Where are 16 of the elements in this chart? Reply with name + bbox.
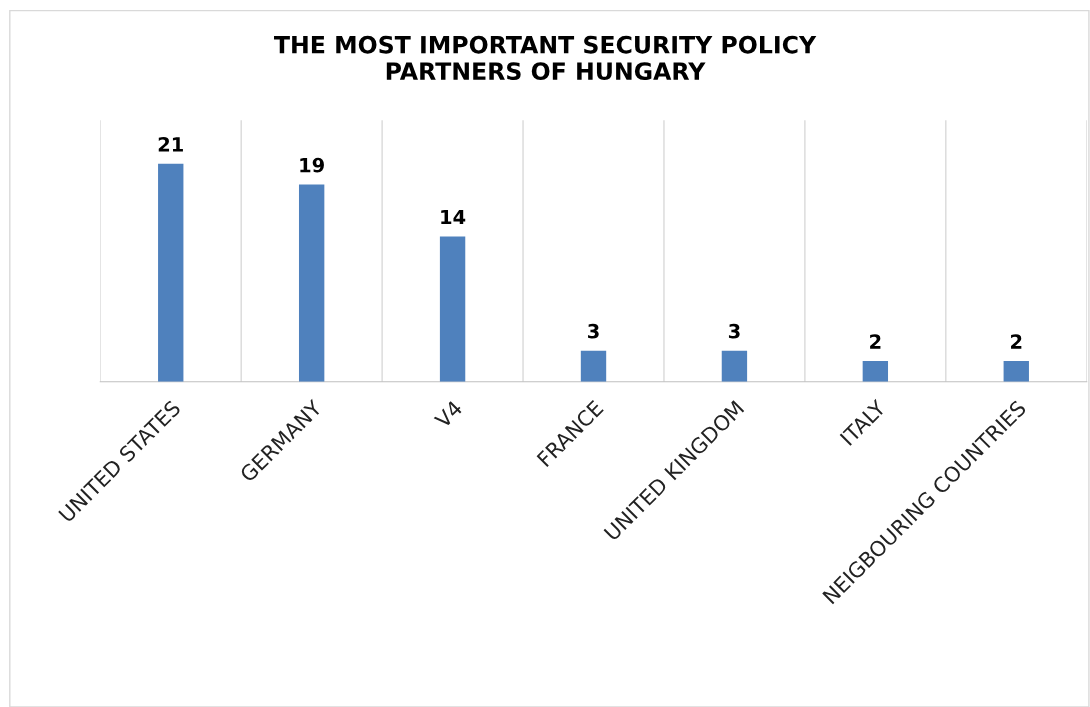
chart-title: THE MOST IMPORTANT SECURITY POLICY PARTNERS OF HUNGARY — [274, 35, 817, 81]
bar — [862, 361, 889, 382]
bar — [721, 350, 748, 382]
bar — [580, 350, 607, 382]
bar — [1003, 361, 1029, 382]
data-label: 19 — [300, 157, 324, 173]
data-label: 2 — [1011, 334, 1022, 349]
data-label: 14 — [441, 209, 466, 225]
data-label: 3 — [588, 323, 599, 339]
bar — [439, 236, 466, 382]
bar — [298, 184, 325, 382]
bar — [158, 163, 184, 382]
x-tick-label: V4 — [433, 399, 463, 429]
data-label: 2 — [870, 334, 881, 349]
data-label: 21 — [158, 136, 183, 152]
data-label: 3 — [728, 323, 740, 339]
